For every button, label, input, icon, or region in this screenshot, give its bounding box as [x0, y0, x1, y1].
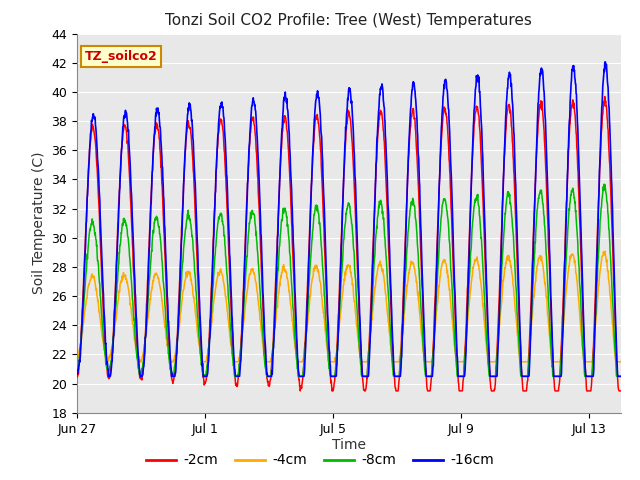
Y-axis label: Soil Temperature (C): Soil Temperature (C) [31, 152, 45, 294]
Legend: -2cm, -4cm, -8cm, -16cm: -2cm, -4cm, -8cm, -16cm [140, 448, 500, 473]
Title: Tonzi Soil CO2 Profile: Tree (West) Temperatures: Tonzi Soil CO2 Profile: Tree (West) Temp… [165, 13, 532, 28]
X-axis label: Time: Time [332, 438, 366, 452]
Text: TZ_soilco2: TZ_soilco2 [85, 50, 157, 63]
